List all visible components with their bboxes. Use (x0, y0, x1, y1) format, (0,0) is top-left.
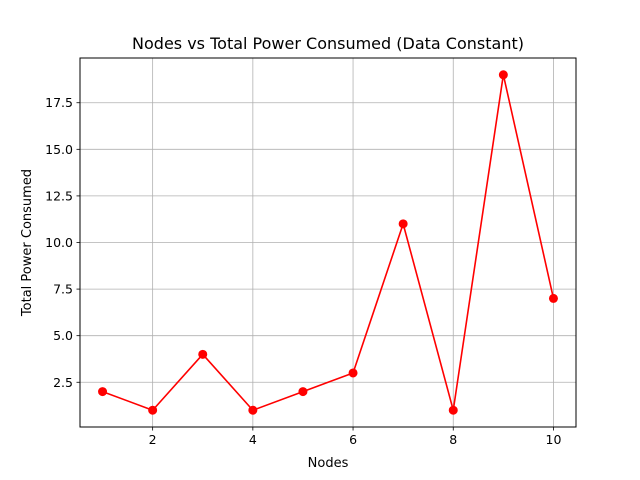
y-tick-label: 15.0 (45, 142, 73, 157)
x-tick-label: 10 (546, 432, 562, 447)
x-tick-label: 4 (249, 432, 257, 447)
data-point-marker (248, 405, 258, 415)
data-point-marker (448, 405, 458, 415)
y-tick-label: 7.5 (53, 282, 73, 297)
data-point-marker (398, 219, 408, 229)
y-tick-label: 2.5 (53, 375, 73, 390)
y-axis-title: Total Power Consumed (20, 169, 35, 317)
data-point-marker (498, 70, 508, 80)
y-tick-label: 5.0 (53, 328, 73, 343)
x-tick-label: 6 (349, 432, 357, 447)
axis-ticks: 2 4 6 8 10 2.5 5.0 7.5 10.0 12.5 15.0 17.5 (45, 95, 561, 447)
x-tick-label: 8 (449, 432, 457, 447)
data-point-marker (98, 387, 108, 397)
data-point-marker (348, 368, 358, 378)
series-layer (98, 70, 558, 415)
data-point-marker (198, 349, 208, 359)
data-point-marker (548, 293, 558, 303)
x-tick-label: 2 (149, 432, 157, 447)
y-tick-label: 17.5 (45, 95, 73, 110)
y-tick-label: 10.0 (45, 235, 73, 250)
data-point-marker (148, 405, 158, 415)
y-tick-label: 12.5 (45, 188, 73, 203)
series-line (102, 73, 555, 412)
data-point-marker (298, 387, 308, 397)
chart-title: Nodes vs Total Power Consumed (Data Cons… (132, 34, 524, 53)
x-axis-title: Nodes (308, 456, 349, 471)
